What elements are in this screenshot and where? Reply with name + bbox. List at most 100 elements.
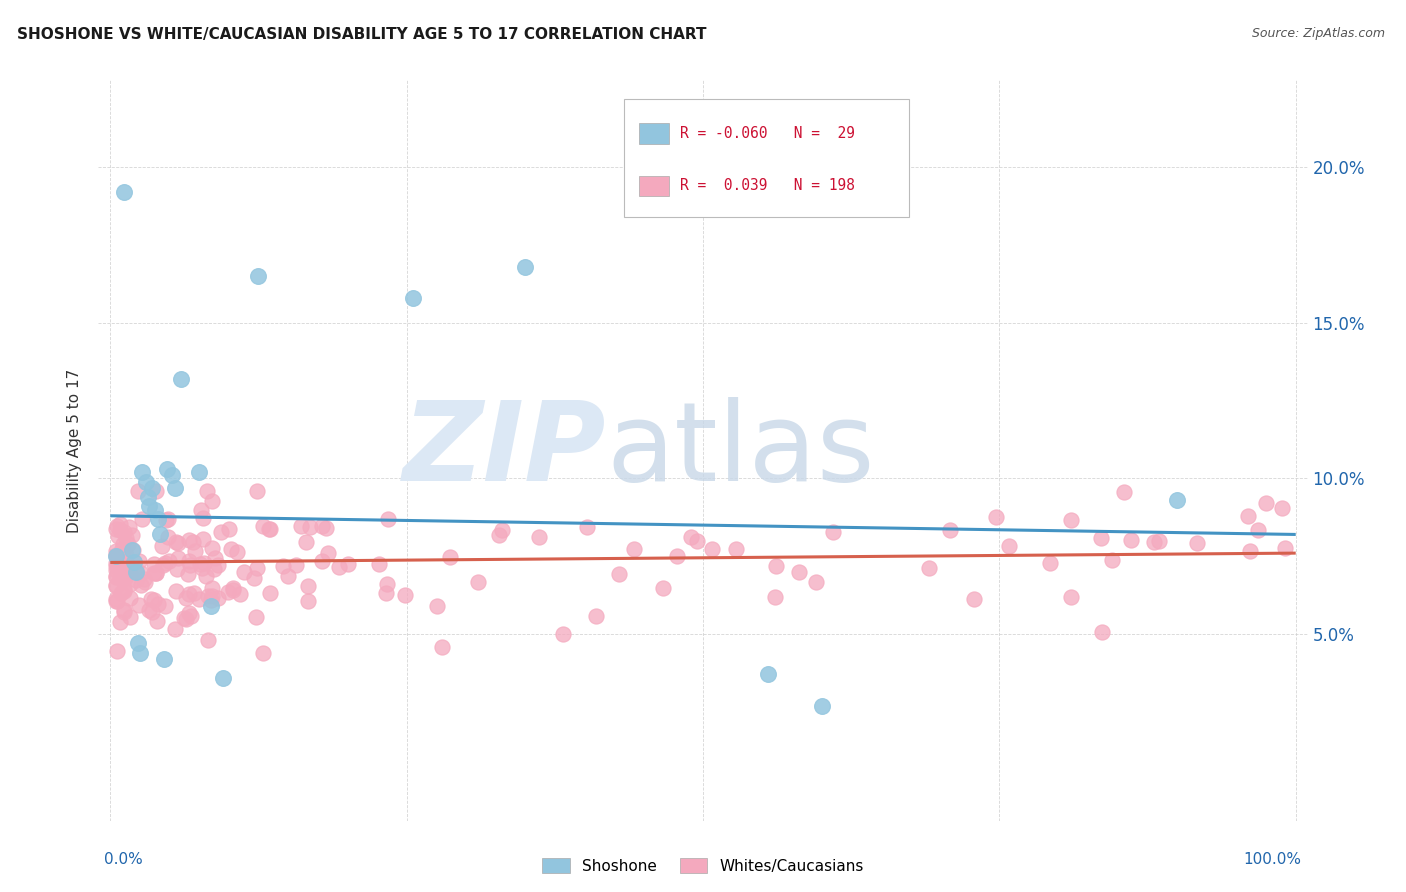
Point: [132, 572, 155, 586]
Point: [1112, 485, 1135, 500]
Point: [155, 513, 177, 527]
Point: [170, 372, 193, 386]
Point: [252, 518, 274, 533]
Point: [197, 632, 219, 647]
Point: [576, 520, 599, 534]
Point: [467, 574, 489, 589]
Point: [179, 587, 201, 601]
Point: [197, 589, 219, 603]
Point: [246, 561, 269, 575]
Point: [297, 593, 319, 607]
Point: [114, 571, 136, 585]
Point: [105, 569, 128, 583]
Point: [105, 519, 128, 533]
Point: [124, 573, 146, 587]
Bar: [638, 123, 669, 144]
Point: [166, 562, 188, 576]
Point: [141, 591, 163, 606]
Point: [401, 291, 423, 305]
Point: [375, 576, 398, 591]
Point: [125, 563, 148, 577]
Point: [193, 532, 215, 546]
Point: [191, 510, 214, 524]
Point: [368, 558, 391, 572]
Point: [157, 512, 180, 526]
Point: [105, 563, 128, 577]
Point: [804, 574, 827, 589]
Point: [114, 584, 136, 599]
Point: [105, 548, 128, 562]
Point: [145, 483, 167, 498]
Point: [787, 565, 810, 579]
Point: [202, 562, 225, 576]
Point: [245, 610, 267, 624]
Point: [118, 564, 141, 578]
Point: [763, 590, 786, 604]
Point: [963, 592, 986, 607]
Legend: Shoshone, Whites/Caucasians: Shoshone, Whites/Caucasians: [536, 852, 870, 880]
Point: [311, 519, 333, 533]
Point: [111, 537, 134, 551]
Point: [105, 543, 128, 558]
Point: [165, 535, 187, 549]
Point: [176, 612, 198, 626]
Point: [114, 186, 136, 200]
Point: [141, 605, 163, 619]
Point: [107, 561, 129, 575]
Point: [163, 622, 186, 636]
Point: [488, 527, 510, 541]
Point: [114, 549, 136, 563]
Point: [233, 565, 256, 579]
Point: [491, 523, 513, 537]
Point: [112, 562, 135, 576]
Point: [135, 475, 157, 489]
Point: [174, 591, 197, 605]
Point: [194, 568, 217, 582]
Point: [246, 484, 269, 499]
Point: [679, 530, 702, 544]
Point: [394, 588, 416, 602]
Point: [153, 556, 176, 570]
Text: ZIP: ZIP: [402, 397, 606, 504]
Point: [1274, 541, 1296, 555]
Point: [177, 567, 200, 582]
Point: [118, 520, 141, 534]
Point: [212, 671, 235, 685]
Point: [1254, 496, 1277, 510]
Point: [1039, 556, 1062, 570]
Point: [112, 546, 135, 560]
Point: [107, 557, 129, 571]
Point: [165, 584, 187, 599]
Point: [129, 578, 152, 592]
Point: [105, 578, 128, 592]
Point: [149, 527, 172, 541]
Point: [700, 541, 723, 556]
Point: [1271, 500, 1294, 515]
Point: [207, 591, 229, 606]
Point: [756, 667, 779, 681]
Point: [142, 566, 165, 580]
Point: [1119, 533, 1142, 547]
Point: [221, 583, 243, 598]
Point: [623, 542, 645, 557]
Point: [117, 567, 139, 582]
Point: [105, 643, 128, 657]
Point: [110, 516, 132, 531]
Text: R = -0.060   N =  29: R = -0.060 N = 29: [681, 126, 855, 141]
Point: [297, 579, 319, 593]
Point: [177, 553, 200, 567]
Point: [515, 260, 537, 274]
Point: [527, 530, 550, 544]
Point: [105, 558, 128, 573]
Point: [179, 558, 201, 573]
Point: [173, 611, 195, 625]
Point: [177, 533, 200, 548]
Point: [222, 582, 245, 596]
Point: [121, 543, 143, 558]
Point: [219, 542, 242, 557]
Text: atlas: atlas: [606, 397, 875, 504]
Point: [918, 561, 941, 575]
Point: [105, 522, 128, 536]
Point: [131, 465, 153, 479]
Point: [218, 522, 240, 536]
